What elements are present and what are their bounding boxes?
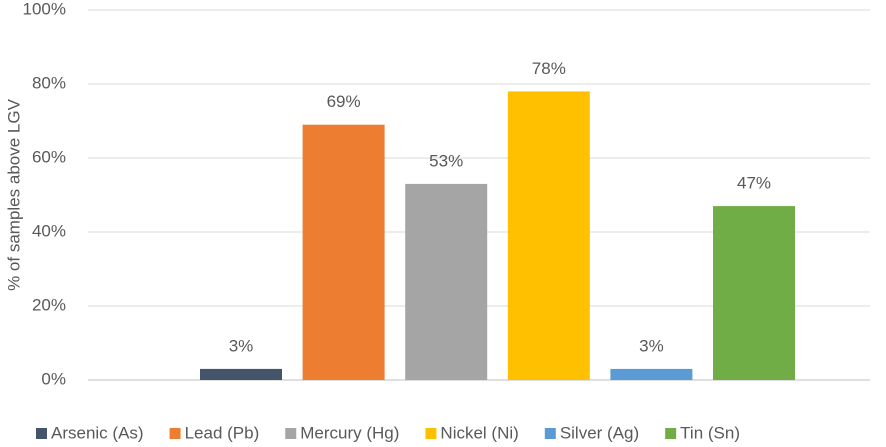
- data-label: 78%: [532, 59, 566, 78]
- y-tick-label: 40%: [32, 221, 66, 240]
- legend-label: Lead (Pb): [185, 423, 260, 442]
- data-label: 3%: [229, 336, 254, 355]
- bar: [200, 368, 282, 380]
- legend-swatch: [665, 428, 677, 439]
- y-tick-label: 0%: [41, 369, 66, 388]
- data-label: 53%: [429, 151, 463, 170]
- bar: [610, 368, 693, 380]
- data-label: 3%: [639, 336, 664, 355]
- legend-swatch: [544, 428, 556, 439]
- legend-label: Nickel (Ni): [440, 423, 518, 442]
- legend-swatch: [36, 428, 47, 439]
- legend-label: Silver (Ag): [560, 423, 639, 442]
- y-tick-label: 100%: [23, 0, 66, 18]
- data-label: 47%: [737, 174, 771, 193]
- legend-swatch: [169, 428, 181, 439]
- legend-label: Arsenic (As): [51, 423, 144, 442]
- legend-label: Mercury (Hg): [300, 423, 399, 442]
- y-axis-label: % of samples above LGV: [4, 98, 23, 290]
- legend-swatch: [425, 428, 437, 439]
- bar: [405, 183, 488, 380]
- y-tick-label: 20%: [32, 295, 66, 314]
- y-tick-label: 60%: [32, 147, 66, 166]
- y-tick-label: 80%: [32, 73, 66, 92]
- data-label: 69%: [327, 92, 361, 111]
- legend-label: Tin (Sn): [680, 423, 740, 442]
- legend-swatch: [285, 428, 297, 439]
- bar: [713, 206, 795, 380]
- bar: [507, 91, 590, 381]
- bar: [302, 124, 385, 380]
